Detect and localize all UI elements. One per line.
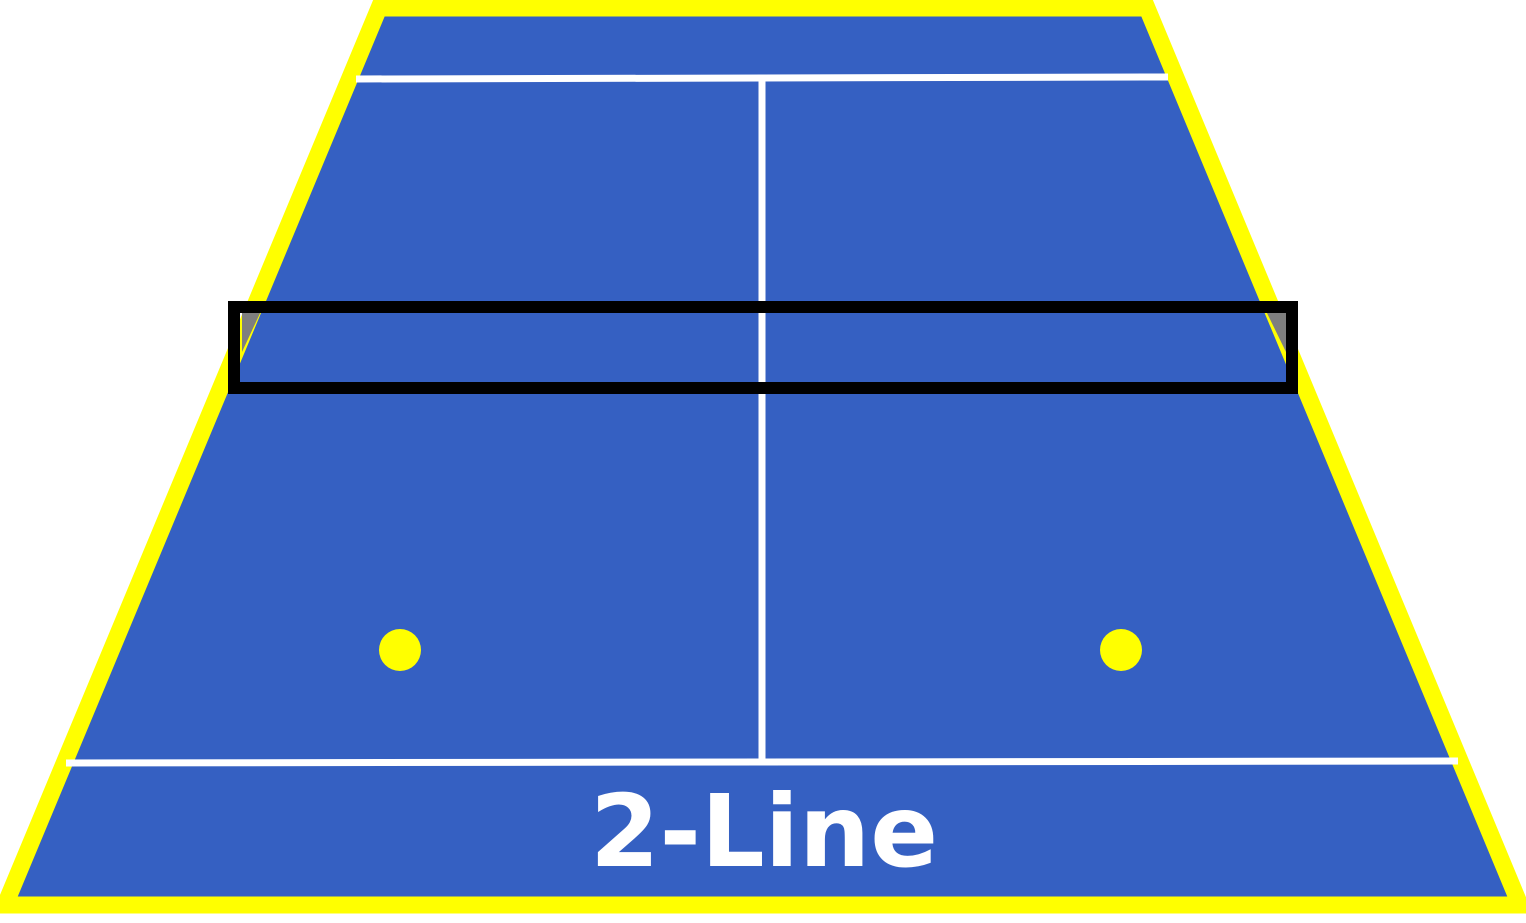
left-net-post: [242, 309, 262, 352]
right-net-post: [1265, 309, 1286, 352]
diagram-label: 2-Line: [590, 773, 938, 890]
player-markers: [379, 629, 1142, 671]
far-baseline: [355, 73, 1169, 83]
net-frame: [228, 301, 1298, 394]
player-marker-right: [1100, 629, 1142, 671]
player-marker-left: [379, 629, 421, 671]
